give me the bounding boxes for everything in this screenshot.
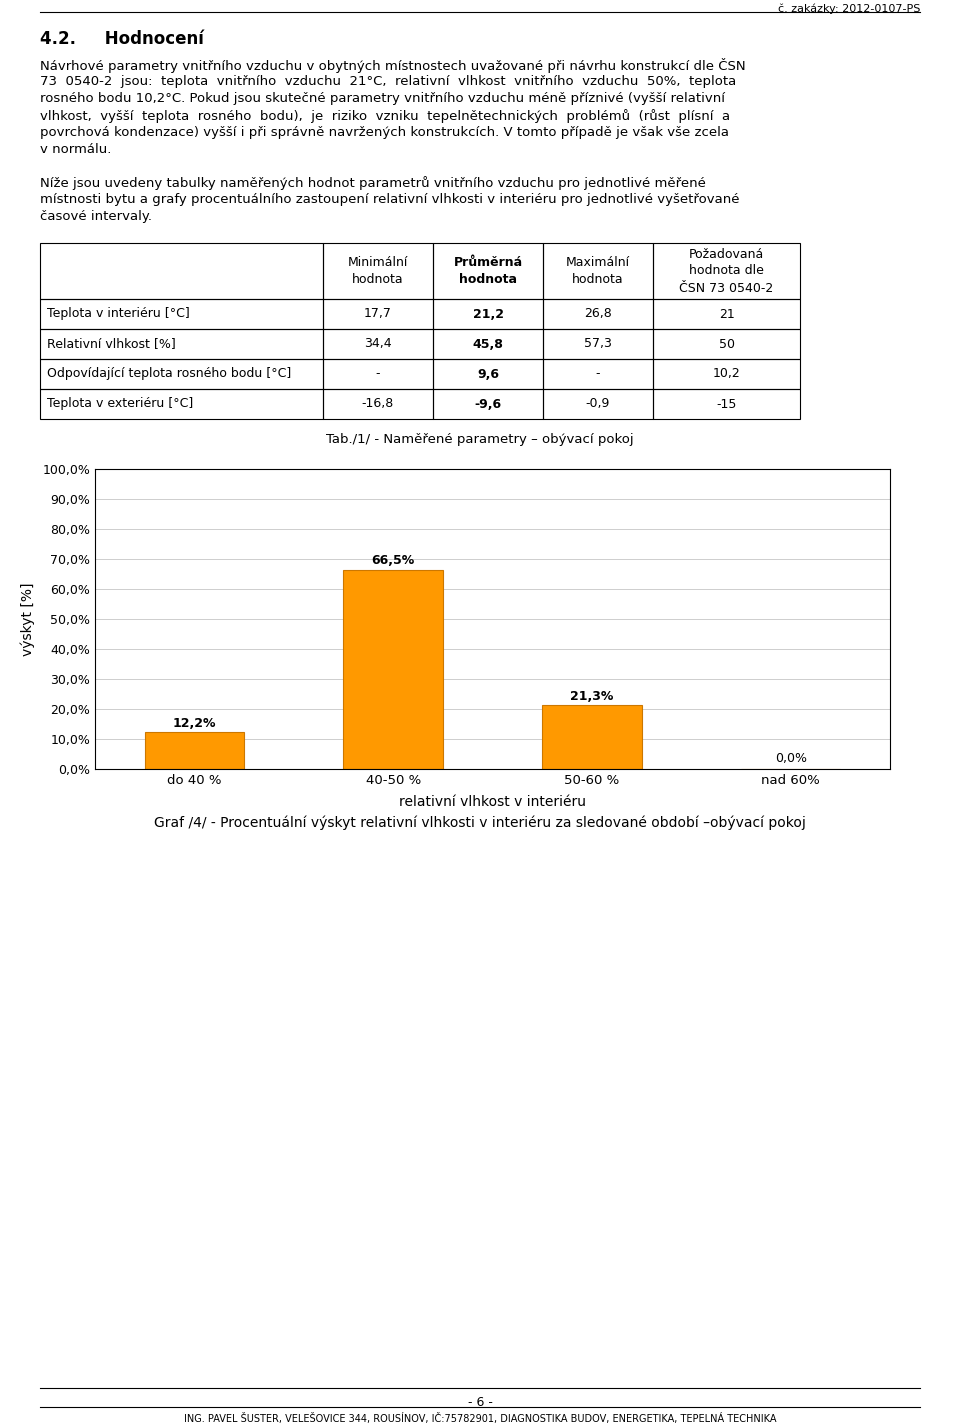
Bar (323, 244, 433, 299)
Text: 0,0%: 0,0% (775, 752, 806, 766)
Bar (653, 359, 800, 389)
Text: 21: 21 (719, 308, 734, 320)
Text: 4.2.     Hodnocení: 4.2. Hodnocení (40, 30, 204, 48)
Text: 50: 50 (718, 337, 734, 350)
Text: Průměrná
hodnota: Průměrná hodnota (453, 256, 522, 286)
Text: časové intervaly.: časové intervaly. (40, 209, 152, 224)
Text: 26,8: 26,8 (584, 308, 612, 320)
Text: -9,6: -9,6 (474, 397, 501, 410)
Text: 10,2: 10,2 (712, 367, 740, 380)
Text: 34,4: 34,4 (364, 337, 392, 350)
Text: Tab./1/ - Naměřené parametry – obývací pokoj: Tab./1/ - Naměřené parametry – obývací p… (326, 433, 634, 446)
Text: Návrhové parametry vnitřního vzduchu v obytných místnostech uvažované při návrhu: Návrhové parametry vnitřního vzduchu v o… (40, 58, 746, 73)
Bar (323, 359, 433, 389)
Bar (40, 244, 323, 299)
Bar (543, 389, 653, 419)
Bar (433, 359, 543, 389)
Bar (323, 329, 433, 359)
Bar (433, 329, 543, 359)
Text: č. zakázky: 2012-0107-PS: č. zakázky: 2012-0107-PS (778, 4, 920, 14)
Text: -15: -15 (716, 397, 736, 410)
Bar (653, 299, 800, 329)
Text: Minimální
hodnota: Minimální hodnota (348, 256, 408, 286)
Bar (542, 705, 641, 769)
Bar (653, 329, 800, 359)
Bar (653, 389, 800, 419)
Bar (40, 389, 323, 419)
Bar (323, 299, 433, 329)
Text: Požadovaná
hodnota dle
ČSN 73 0540-2: Požadovaná hodnota dle ČSN 73 0540-2 (680, 248, 774, 295)
Text: vlhkost,  vyšší  teplota  rosného  bodu),  je  riziko  vzniku  tepelnětechnickýc: vlhkost, vyšší teplota rosného bodu), je… (40, 110, 731, 122)
Text: -0,9: -0,9 (586, 397, 611, 410)
Text: 9,6: 9,6 (477, 367, 499, 380)
Text: rosného bodu 10,2°C. Pokud jsou skutečné parametry vnitřního vzduchu méně přízni: rosného bodu 10,2°C. Pokud jsou skutečné… (40, 93, 725, 105)
Text: v normálu.: v normálu. (40, 142, 111, 157)
Text: 12,2%: 12,2% (173, 718, 216, 731)
Bar (40, 299, 323, 329)
Bar (344, 570, 443, 769)
Text: 17,7: 17,7 (364, 308, 392, 320)
Text: 45,8: 45,8 (472, 337, 503, 350)
Bar (543, 299, 653, 329)
Text: Maximální
hodnota: Maximální hodnota (566, 256, 630, 286)
Text: Odpovídající teplota rosného bodu [°C]: Odpovídající teplota rosného bodu [°C] (47, 367, 291, 380)
Text: místnosti bytu a grafy procentuálního zastoupení relativní vlhkosti v interiéru : místnosti bytu a grafy procentuálního za… (40, 194, 739, 206)
Text: ING. PAVEL ŠUSTER, VELEŠOVICE 344, ROUSÍNOV, IČ:75782901, DIAGNOSTIKA BUDOV, ENE: ING. PAVEL ŠUSTER, VELEŠOVICE 344, ROUSÍ… (183, 1413, 777, 1424)
Bar (653, 244, 800, 299)
Bar (40, 359, 323, 389)
Text: Graf /4/ - Procentuální výskyt relativní vlhkosti v interiéru za sledované obdob: Graf /4/ - Procentuální výskyt relativní… (154, 815, 806, 830)
Bar (543, 359, 653, 389)
Bar (323, 389, 433, 419)
Text: -: - (375, 367, 380, 380)
Y-axis label: výskyt [%]: výskyt [%] (21, 582, 36, 655)
Text: - 6 -: - 6 - (468, 1396, 492, 1408)
Bar (433, 244, 543, 299)
Bar (543, 329, 653, 359)
Text: -16,8: -16,8 (362, 397, 395, 410)
Text: -: - (596, 367, 600, 380)
Text: 21,3%: 21,3% (570, 689, 613, 702)
Bar (433, 299, 543, 329)
Text: Níže jsou uvedeny tabulky naměřených hodnot parametrů vnitřního vzduchu pro jedn: Níže jsou uvedeny tabulky naměřených hod… (40, 177, 706, 189)
Text: Teplota v interiéru [°C]: Teplota v interiéru [°C] (47, 308, 190, 320)
X-axis label: relativní vlhkost v interiéru: relativní vlhkost v interiéru (399, 795, 586, 809)
Text: Teplota v exteriéru [°C]: Teplota v exteriéru [°C] (47, 397, 193, 410)
Text: 57,3: 57,3 (584, 337, 612, 350)
Bar (433, 389, 543, 419)
Text: 66,5%: 66,5% (372, 554, 415, 567)
Bar (40, 329, 323, 359)
Bar (145, 732, 244, 769)
Bar (543, 244, 653, 299)
Text: 21,2: 21,2 (472, 308, 503, 320)
Text: povrchová kondenzace) vyšší i při správně navržených konstrukcích. V tomto přípa: povrchová kondenzace) vyšší i při správn… (40, 125, 729, 140)
Text: Relativní vlhkost [%]: Relativní vlhkost [%] (47, 337, 176, 350)
Text: 73  0540-2  jsou:  teplota  vnitřního  vzduchu  21°C,  relativní  vlhkost  vnitř: 73 0540-2 jsou: teplota vnitřního vzduch… (40, 75, 736, 88)
